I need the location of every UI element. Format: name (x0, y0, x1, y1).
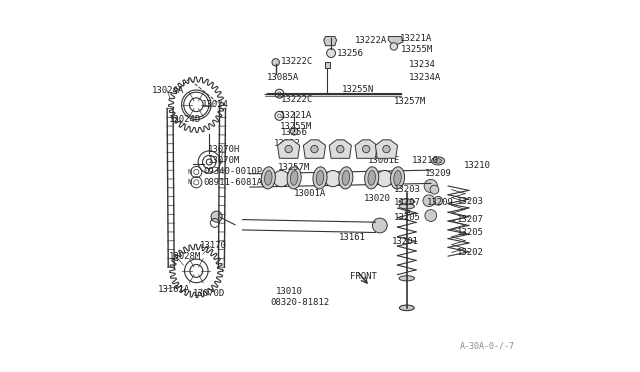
Text: FRONT: FRONT (349, 272, 376, 281)
Ellipse shape (399, 276, 415, 281)
Text: 13257M: 13257M (394, 97, 426, 106)
Text: 13257M: 13257M (278, 163, 310, 172)
Polygon shape (278, 140, 300, 158)
Circle shape (273, 170, 289, 187)
Text: 13210: 13210 (464, 161, 491, 170)
Text: 13203: 13203 (394, 185, 420, 194)
Text: 13024: 13024 (202, 100, 228, 109)
Ellipse shape (287, 167, 301, 189)
Text: 13207: 13207 (456, 215, 483, 224)
Ellipse shape (342, 170, 349, 185)
Text: 13210: 13210 (412, 156, 439, 166)
Text: 08911-6081A: 08911-6081A (204, 178, 263, 187)
Ellipse shape (264, 170, 272, 185)
Text: 13170: 13170 (200, 241, 227, 250)
Text: N: N (188, 179, 192, 185)
Text: A-30A-0-/-7: A-30A-0-/-7 (460, 341, 515, 350)
Ellipse shape (316, 170, 324, 185)
Text: 13209: 13209 (427, 198, 454, 207)
Circle shape (425, 210, 436, 221)
Text: 13255M: 13255M (401, 45, 433, 54)
Text: 13028M: 13028M (168, 251, 201, 261)
Text: 13234A: 13234A (408, 73, 441, 81)
Circle shape (430, 185, 439, 194)
Text: 13256: 13256 (281, 128, 308, 137)
Ellipse shape (432, 157, 445, 165)
Text: 13070M: 13070M (207, 155, 239, 165)
Text: 13202: 13202 (456, 248, 483, 257)
Text: 13222C: 13222C (281, 57, 314, 66)
Ellipse shape (435, 159, 442, 163)
Circle shape (423, 195, 435, 207)
Ellipse shape (291, 170, 298, 185)
Text: N: N (188, 169, 192, 175)
Text: 09340-0010P: 09340-0010P (204, 167, 263, 176)
Circle shape (272, 59, 280, 66)
Text: 13252: 13252 (274, 139, 301, 148)
Ellipse shape (365, 167, 379, 189)
Text: 13024D: 13024D (168, 115, 201, 124)
Circle shape (390, 43, 397, 50)
Circle shape (326, 49, 335, 58)
Text: 13255M: 13255M (280, 122, 312, 131)
Text: 13001A: 13001A (294, 189, 326, 198)
Ellipse shape (261, 167, 275, 189)
Text: 13203: 13203 (456, 197, 483, 206)
Bar (325, 62, 330, 68)
Polygon shape (355, 140, 377, 158)
Circle shape (383, 145, 390, 153)
Ellipse shape (399, 305, 414, 311)
Text: 08320-81812: 08320-81812 (270, 298, 329, 307)
Circle shape (337, 145, 344, 153)
Ellipse shape (339, 167, 353, 189)
Text: 13256: 13256 (337, 49, 364, 58)
Text: 13010: 13010 (276, 287, 303, 296)
Text: 13070H: 13070H (207, 145, 239, 154)
Ellipse shape (394, 170, 401, 185)
Text: 13201: 13201 (392, 237, 419, 246)
Circle shape (324, 170, 341, 187)
Ellipse shape (368, 170, 376, 185)
Polygon shape (388, 36, 403, 46)
Circle shape (372, 218, 387, 233)
Ellipse shape (313, 167, 327, 189)
Circle shape (211, 211, 222, 222)
Text: 13205: 13205 (456, 228, 483, 237)
Circle shape (362, 145, 370, 153)
Ellipse shape (390, 167, 404, 189)
Ellipse shape (399, 199, 415, 204)
Circle shape (434, 196, 443, 205)
Text: 13001E: 13001E (368, 156, 400, 166)
Text: 13070D: 13070D (193, 289, 225, 298)
Text: 13221A: 13221A (280, 111, 312, 121)
Circle shape (291, 128, 298, 135)
Circle shape (311, 145, 318, 153)
Ellipse shape (399, 204, 415, 209)
Circle shape (376, 170, 393, 187)
Text: 13020: 13020 (364, 195, 390, 203)
Text: 13222A: 13222A (355, 36, 387, 45)
Polygon shape (376, 140, 397, 158)
Polygon shape (329, 140, 351, 158)
Circle shape (285, 145, 292, 153)
Text: 13234: 13234 (408, 60, 435, 69)
Text: 13209: 13209 (425, 169, 452, 177)
Text: 13205: 13205 (394, 213, 420, 222)
Text: 13207: 13207 (394, 198, 420, 207)
Text: 13024A: 13024A (152, 86, 184, 94)
Circle shape (424, 179, 437, 193)
Text: 13085A: 13085A (266, 73, 299, 81)
Polygon shape (324, 36, 337, 46)
Text: 13161: 13161 (339, 233, 365, 242)
Text: 13255N: 13255N (342, 85, 374, 94)
Text: 13161A: 13161A (157, 285, 190, 294)
Text: 13221A: 13221A (399, 34, 431, 43)
Text: 13222C: 13222C (281, 95, 314, 104)
Polygon shape (303, 140, 326, 158)
